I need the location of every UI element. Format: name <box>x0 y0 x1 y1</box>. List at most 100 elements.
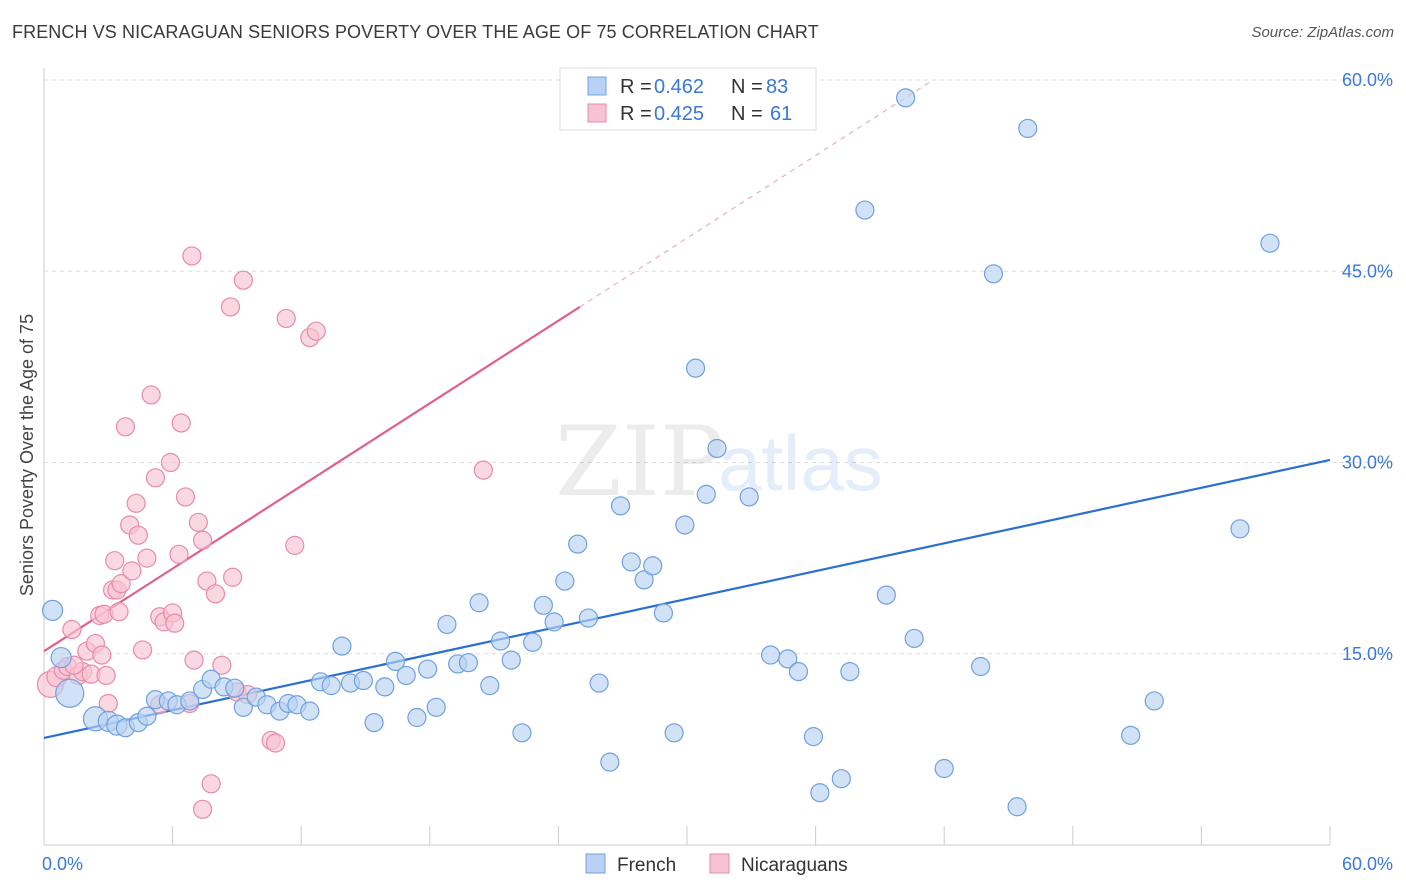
y-tick-label-0: 15.0% <box>1342 644 1393 664</box>
grid-lines <box>44 79 1392 655</box>
french-point-36 <box>437 614 457 635</box>
french-point-42 <box>501 650 521 670</box>
french-point-75 <box>971 656 991 677</box>
french-point-32 <box>396 665 416 686</box>
nicaraguans-point-36 <box>182 246 202 266</box>
nicaraguans-point-24 <box>132 640 153 660</box>
legend-r-label-french: R = <box>620 76 652 98</box>
nicaraguans-point-25 <box>137 548 157 568</box>
nicaraguans-trendline-extension <box>579 79 934 308</box>
bottom-legend-label-nicaraguans: Nicaraguans <box>741 855 848 876</box>
nicaraguans-trendline <box>43 306 581 653</box>
legend-swatch-french <box>587 76 607 96</box>
french-point-81 <box>1230 519 1250 539</box>
french-point-69 <box>840 661 860 682</box>
y-tick-label-3: 60.0% <box>1342 70 1393 90</box>
nicaraguans-point-30 <box>160 452 181 473</box>
nicaraguans-point-57 <box>96 665 116 686</box>
french-point-16 <box>225 678 245 698</box>
french-point-46 <box>544 612 564 632</box>
watermark: ZIP atlas <box>555 406 883 518</box>
french-point-41 <box>490 631 511 651</box>
french-point-1 <box>50 646 72 669</box>
french-point-48 <box>568 534 588 554</box>
nicaraguans-point-17 <box>109 602 129 622</box>
x-tick-label-min: 0.0% <box>42 854 83 874</box>
french-point-8 <box>137 706 157 726</box>
nicaraguans-point-47 <box>220 297 241 317</box>
french-point-43 <box>512 723 532 743</box>
nicaraguans-points <box>36 246 493 819</box>
french-point-33 <box>407 707 427 728</box>
bottom-legend-label-french: French <box>617 855 676 876</box>
french-point-66 <box>803 727 824 747</box>
french-point-55 <box>643 556 663 576</box>
french-point-12 <box>180 691 200 711</box>
french-point-50 <box>589 673 609 693</box>
french-points <box>41 88 1280 817</box>
legend-swatch-nicaraguans <box>587 103 607 123</box>
bottom-legend: French Nicaraguans <box>585 853 848 876</box>
nicaraguans-point-15 <box>105 551 125 571</box>
watermark-zip: ZIP <box>555 406 724 518</box>
nicaraguans-point-39 <box>193 530 213 550</box>
y-tick-label-1: 30.0% <box>1342 453 1393 473</box>
nicaraguans-point-18 <box>111 574 131 594</box>
french-point-78 <box>1018 118 1038 139</box>
legend-n-label-french: N = <box>731 76 763 98</box>
french-point-2 <box>55 678 85 708</box>
nicaraguans-point-50 <box>265 733 286 753</box>
legend-n-value-french: 83 <box>766 76 788 98</box>
y-tick-labels: 15.0% 30.0% 45.0% 60.0% <box>1342 70 1393 664</box>
french-point-79 <box>1121 725 1141 745</box>
legend-n-value-nicaraguans: 61 <box>770 103 792 125</box>
nicaraguans-point-52 <box>285 535 305 555</box>
y-axis-title: Seniors Poverty Over the Age of 75 <box>17 314 37 596</box>
nicaraguans-point-23 <box>128 525 148 545</box>
french-point-67 <box>810 783 830 803</box>
nicaraguans-point-35 <box>175 487 196 507</box>
french-point-52 <box>610 496 631 516</box>
nicaraguans-point-38 <box>188 512 208 533</box>
french-point-62 <box>739 487 759 507</box>
nicaraguans-point-48 <box>233 270 253 290</box>
french-point-58 <box>675 515 695 535</box>
french-point-51 <box>600 752 620 772</box>
french-point-68 <box>831 769 851 789</box>
french-point-70 <box>855 200 875 220</box>
legend-r-label-nicaraguans: R = <box>620 103 652 125</box>
nicaraguans-point-4 <box>62 619 82 640</box>
nicaraguans-point-22 <box>126 493 146 513</box>
french-point-17 <box>233 697 253 717</box>
french-point-82 <box>1260 233 1280 253</box>
french-point-28 <box>353 670 373 691</box>
nicaraguans-point-34 <box>171 413 191 433</box>
nicaraguans-point-42 <box>193 799 213 819</box>
french-point-40 <box>480 676 500 696</box>
chart-title: FRENCH VS NICARAGUAN SENIORS POVERTY OVE… <box>12 22 819 42</box>
french-point-57 <box>664 723 684 743</box>
legend-n-label-nicaraguans: N = <box>731 103 763 125</box>
nicaraguans-point-32 <box>165 613 185 633</box>
nicaraguans-point-54 <box>306 321 326 341</box>
french-point-56 <box>653 603 674 623</box>
nicaraguans-point-21 <box>122 561 142 581</box>
french-point-76 <box>983 264 1004 284</box>
french-point-39 <box>469 593 489 613</box>
french-point-71 <box>876 585 896 605</box>
french-point-64 <box>778 649 798 669</box>
french-point-47 <box>555 571 575 591</box>
french-point-29 <box>364 712 384 733</box>
french-point-26 <box>332 636 352 656</box>
french-point-30 <box>375 677 395 697</box>
french-point-0 <box>41 599 64 622</box>
french-point-38 <box>458 653 478 673</box>
french-point-54 <box>634 570 654 590</box>
chart-source: Source: ZipAtlas.com <box>1251 24 1394 41</box>
french-point-44 <box>523 632 543 652</box>
french-point-34 <box>418 659 438 679</box>
nicaraguans-point-27 <box>145 468 166 488</box>
nicaraguans-point-55 <box>473 460 493 480</box>
french-point-73 <box>904 628 924 649</box>
